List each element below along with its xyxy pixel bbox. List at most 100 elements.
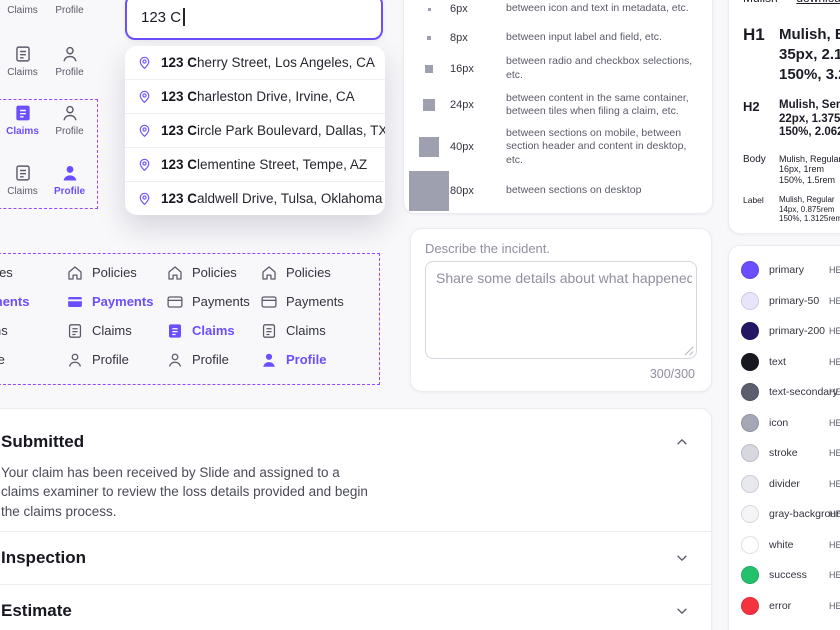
navmenu-item-policies[interactable]: Policies (260, 258, 344, 287)
navmenu-label: Payments (192, 294, 250, 309)
navmenu-item-claims[interactable]: Claims (66, 316, 153, 345)
color-swatch (741, 444, 759, 463)
navmenu-label: Profile (0, 352, 5, 367)
spacing-swatch (425, 64, 433, 73)
spacing-row: 16px between radio and checkbox selectio… (404, 53, 712, 84)
navmenu-item-claims-active[interactable]: Claims (166, 316, 250, 345)
address-suggestion[interactable]: 123 Charleston Drive, Irvine, CA (125, 80, 385, 114)
navmenu-item-payments-active[interactable]: Payments (0, 287, 29, 316)
navmenu-column-1: Policies Payments Claims Profile (0, 258, 29, 374)
suggestion-text: 123 Charleston Drive, Irvine, CA (161, 89, 355, 104)
navmenu-label: Policies (0, 265, 13, 280)
color-hex: HEX (829, 265, 840, 276)
navmenu-item-policies[interactable]: Policies (66, 258, 153, 287)
spacing-description: between sections on desktop (506, 184, 642, 197)
spacing-size-label: 16px (450, 62, 474, 75)
color-swatch (741, 291, 759, 310)
color-swatch (741, 322, 759, 341)
bottomnav-label: Profile (55, 5, 84, 16)
spacing-description: between icon and text in metadata, etc. (506, 2, 689, 15)
navmenu-item-payments-active[interactable]: Payments (66, 287, 153, 316)
palette-row-white: white HEX (729, 530, 840, 561)
accordion-header-submitted[interactable]: Submitted (0, 427, 711, 457)
accordion-title: Inspection (1, 548, 87, 568)
payments-icon (166, 293, 184, 311)
download-link[interactable]: download here (796, 0, 840, 5)
home-icon (260, 264, 278, 282)
spacing-swatch (423, 99, 435, 111)
color-hex: HEX (829, 295, 840, 306)
address-suggestion[interactable]: 123 Clementine Street, Tempe, AZ (125, 148, 385, 182)
navmenu-item-profile[interactable]: Profile (0, 345, 29, 374)
bottomnav-item-profile[interactable]: Profile (47, 44, 92, 78)
navmenu-item-payments[interactable]: Payments (166, 287, 250, 316)
navmenu-label: Policies (92, 265, 137, 280)
bottomnav-item-claims[interactable]: Claims (0, 44, 45, 78)
spacing-size-label: 24px (450, 99, 474, 111)
profile-icon (260, 351, 278, 369)
navmenu-item-claims[interactable]: Claims (0, 316, 29, 345)
accordion-header-estimate[interactable]: Estimate (0, 585, 711, 630)
bottomnav-label: Profile (53, 186, 86, 197)
bottomnav-item-claims-active[interactable]: Claims (0, 103, 45, 137)
spacing-swatch (427, 7, 431, 11)
resize-handle-icon[interactable] (684, 346, 694, 356)
payments-icon (66, 293, 84, 311)
payments-icon (260, 293, 278, 311)
address-input[interactable]: 123 C (125, 0, 383, 40)
claims-icon (13, 163, 33, 183)
accordion-title: Estimate (1, 601, 72, 621)
bottomnav-label: Claims (6, 126, 39, 137)
navmenu-item-policies[interactable]: Policies (166, 258, 250, 287)
palette-row-gray-background: gray-background HEX (729, 499, 840, 530)
type-spec: Mulish, Bold 35px, 2.1875rem 150%, 3.281… (779, 26, 840, 83)
chevron-down-icon[interactable] (675, 551, 689, 565)
navmenu-item-profile[interactable]: Profile (66, 345, 153, 374)
bottomnav-item-profile-active[interactable]: Profile (47, 163, 92, 197)
navmenu-item-payments[interactable]: Payments (260, 287, 344, 316)
bottomnav-variant-row-1: Claims Profile (0, 0, 92, 16)
palette-row-primary: primary HEX (729, 255, 840, 286)
chevron-up-icon[interactable] (675, 435, 689, 449)
color-hex: HEX (829, 600, 840, 611)
color-swatch (741, 383, 759, 402)
accordion-header-inspection[interactable]: Inspection (0, 532, 711, 584)
navmenu-item-profile-active[interactable]: Profile (260, 345, 344, 374)
address-suggestion-list: 123 Cherry Street, Los Angeles, CA 123 C… (125, 46, 385, 215)
navmenu-item-policies[interactable]: Policies (0, 258, 29, 287)
address-suggestion[interactable]: 123 Circle Park Boulevard, Dallas, TX (125, 114, 385, 148)
location-pin-icon (137, 123, 152, 138)
spacing-description: between radio and checkbox selections, e… (506, 55, 693, 81)
palette-row-primary-200: primary-200 HEX (729, 316, 840, 347)
color-swatch (741, 566, 759, 585)
type-style-h2: H2 Mulish, SemiBold 22px, 1.375rem 150%,… (743, 99, 840, 140)
address-suggestion[interactable]: 123 Caldwell Drive, Tulsa, Oklahoma (125, 182, 385, 215)
color-name: primary-50 (769, 294, 820, 307)
navmenu-item-claims[interactable]: Claims (260, 316, 344, 345)
navmenu-label: Profile (92, 352, 129, 367)
font-link: Mulish — download here (743, 0, 840, 5)
spacing-swatch (419, 137, 439, 157)
bottomnav-item-profile[interactable]: Profile (47, 0, 92, 16)
color-name: text-secondary (769, 386, 838, 399)
spacing-size-label: 40px (450, 141, 474, 153)
claims-icon (66, 322, 84, 340)
color-name: primary-200 (769, 325, 826, 338)
suggestion-text: 123 Cherry Street, Los Angeles, CA (161, 55, 375, 70)
incident-textarea[interactable]: Share some details about what happened. (425, 261, 697, 359)
navmenu-item-profile[interactable]: Profile (166, 345, 250, 374)
bottomnav-item-profile[interactable]: Profile (47, 103, 92, 137)
type-spec: Mulish, SemiBold 22px, 1.375rem 150%, 2.… (779, 99, 840, 138)
address-suggestion[interactable]: 123 Cherry Street, Los Angeles, CA (125, 46, 385, 80)
navmenu-label: Policies (192, 265, 237, 280)
palette-row-error: error HEX (729, 591, 840, 622)
divider (0, 531, 711, 533)
chevron-down-icon[interactable] (675, 604, 689, 618)
bottomnav-item-claims[interactable]: Claims (0, 163, 45, 197)
color-name: icon (769, 416, 789, 429)
type-style-body: Body Mulish, Regular 16px, 1rem 150%, 1.… (743, 154, 840, 186)
bottomnav-item-claims[interactable]: Claims (0, 0, 45, 16)
location-pin-icon (137, 89, 152, 104)
navmenu-label: Claims (286, 323, 326, 338)
palette-row-divider: divider HEX (729, 469, 840, 500)
